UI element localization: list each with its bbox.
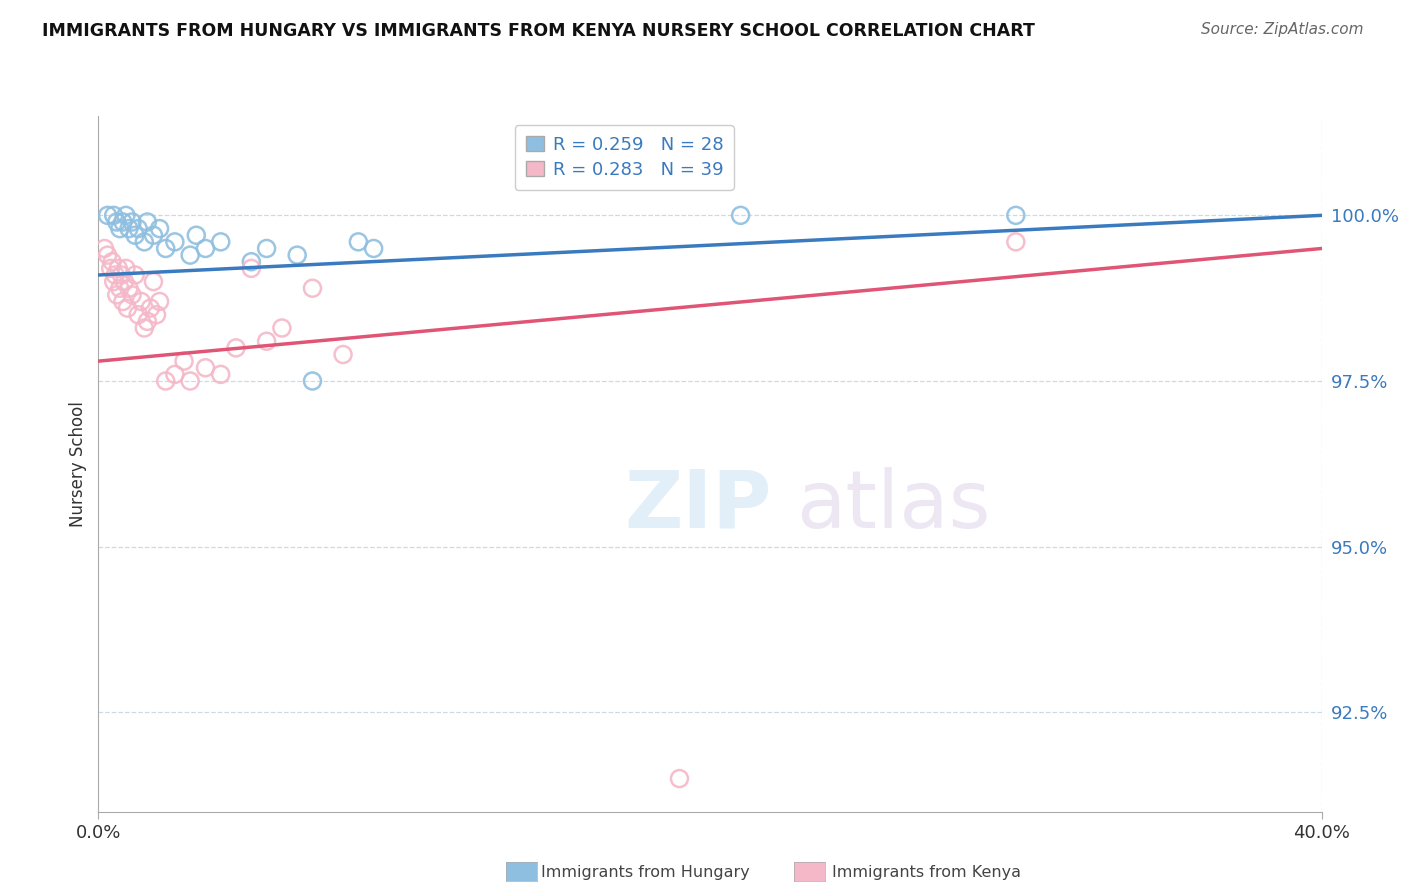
Point <box>97 208 120 222</box>
Point <box>136 215 159 229</box>
Point <box>256 242 278 256</box>
Point <box>101 254 124 268</box>
Point <box>149 221 172 235</box>
Point <box>155 242 177 256</box>
Point <box>134 321 156 335</box>
Point <box>173 354 195 368</box>
Point <box>108 221 131 235</box>
Text: Immigrants from Hungary: Immigrants from Hungary <box>541 865 749 880</box>
Point <box>103 208 125 222</box>
Point <box>111 294 134 309</box>
Point <box>134 235 156 249</box>
Point <box>179 248 201 262</box>
Point <box>121 215 143 229</box>
Point <box>194 242 217 256</box>
Point <box>155 374 177 388</box>
Point <box>117 301 139 315</box>
Y-axis label: Nursery School: Nursery School <box>69 401 87 527</box>
Text: Immigrants from Kenya: Immigrants from Kenya <box>832 865 1021 880</box>
Point <box>107 261 129 276</box>
Point <box>127 308 149 322</box>
Point <box>118 221 141 235</box>
Text: atlas: atlas <box>796 467 990 545</box>
Point <box>105 215 128 229</box>
Point <box>97 248 120 262</box>
Point <box>225 341 247 355</box>
Point <box>129 294 152 309</box>
Point <box>270 321 294 335</box>
Point <box>103 275 125 289</box>
Point <box>142 228 165 243</box>
Point <box>104 268 127 282</box>
Point <box>108 281 131 295</box>
Point <box>118 281 141 295</box>
Legend: R = 0.259   N = 28, R = 0.283   N = 39: R = 0.259 N = 28, R = 0.283 N = 39 <box>515 125 734 190</box>
Point <box>256 334 278 349</box>
Point <box>301 374 323 388</box>
Point <box>93 242 115 256</box>
Point <box>1004 208 1026 222</box>
Point <box>240 254 263 268</box>
Point <box>145 308 167 322</box>
Point <box>115 261 138 276</box>
Point <box>240 261 263 276</box>
Point <box>105 288 128 302</box>
Point <box>100 261 122 276</box>
Point <box>136 314 159 328</box>
Point <box>142 275 165 289</box>
Point <box>285 248 308 262</box>
Point <box>186 228 208 243</box>
Point <box>149 294 172 309</box>
Point <box>163 368 186 382</box>
Point <box>179 374 201 388</box>
Point <box>124 228 146 243</box>
Point <box>127 221 149 235</box>
Point <box>194 360 217 375</box>
Point <box>301 281 323 295</box>
Point <box>124 268 146 282</box>
Point <box>332 347 354 361</box>
Point <box>668 772 690 786</box>
Text: IMMIGRANTS FROM HUNGARY VS IMMIGRANTS FROM KENYA NURSERY SCHOOL CORRELATION CHAR: IMMIGRANTS FROM HUNGARY VS IMMIGRANTS FR… <box>42 22 1035 40</box>
Point <box>111 215 134 229</box>
Point <box>730 208 752 222</box>
Point <box>1004 235 1026 249</box>
Point <box>347 235 370 249</box>
Point <box>209 368 232 382</box>
Point <box>209 235 232 249</box>
Point <box>163 235 186 249</box>
Point <box>110 268 132 282</box>
Point <box>121 288 143 302</box>
Text: ZIP: ZIP <box>624 467 772 545</box>
Point <box>139 301 162 315</box>
Point <box>363 242 385 256</box>
Point <box>115 208 138 222</box>
Point <box>112 275 135 289</box>
Text: Source: ZipAtlas.com: Source: ZipAtlas.com <box>1201 22 1364 37</box>
